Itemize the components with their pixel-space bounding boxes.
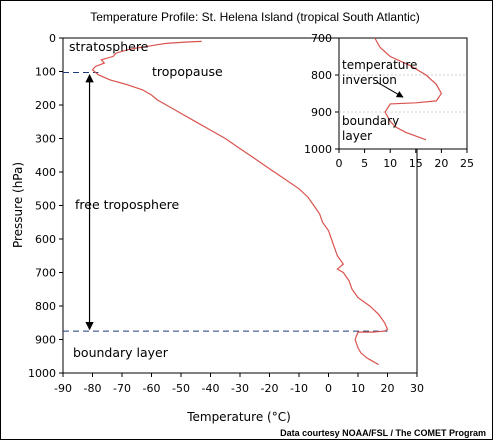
y-tick-label: 0 [49, 32, 56, 45]
y-tick-label: 400 [35, 166, 56, 179]
y-tick-label: 200 [35, 99, 56, 112]
x-tick-label: 10 [351, 382, 365, 395]
annotation-inversion: inversion [342, 73, 397, 87]
annotation-boundary: boundary [342, 114, 399, 128]
annotation-temperature: temperature [342, 58, 417, 72]
x-tick-label: -70 [113, 382, 131, 395]
inset-x-tick-label: 5 [361, 157, 368, 170]
y-tick-label: 700 [35, 267, 56, 280]
y-tick-label: 300 [35, 133, 56, 146]
x-tick-label: -60 [143, 382, 161, 395]
inset-y-tick-label: 1000 [304, 143, 332, 156]
inset-y-tick-label: 800 [311, 69, 332, 82]
annotation-boundary-layer: boundary layer [73, 345, 169, 360]
annotation-free-troposphere: free troposphere [75, 197, 180, 212]
inset-x-tick-label: 20 [434, 157, 448, 170]
x-tick-label: 20 [381, 382, 395, 395]
chart-title: Temperature Profile: St. Helena Island (… [90, 10, 420, 24]
y-tick-label: 500 [35, 200, 56, 213]
inset-x-tick-label: 0 [336, 157, 343, 170]
inset-x-axis: 0 5 10 15 20 25 [336, 149, 474, 170]
inset-plot: 0 5 10 15 20 25 700 800 900 1000 temperature inv… [304, 32, 474, 170]
x-tick-label: -10 [290, 382, 308, 395]
annotation-layer: layer [342, 129, 372, 143]
y-tick-label: 600 [35, 233, 56, 246]
x-tick-label: -90 [54, 382, 72, 395]
x-tick-label: 30 [410, 382, 424, 395]
main-x-axis: -90 -80 -70 -60 -50 -40 -30 -20 -10 0 10 20 30 [54, 373, 424, 395]
x-tick-label: -20 [261, 382, 279, 395]
data-credit: Data courtesy NOAA/FSL / The COMET Progr… [280, 428, 486, 438]
x-tick-label: 0 [325, 382, 332, 395]
y-tick-label: 1000 [28, 367, 56, 380]
inset-grid [339, 74, 467, 113]
inversion-pointer-arrow [377, 81, 404, 98]
annotation-stratosphere: stratosphere [69, 39, 149, 54]
inset-x-tick-label: 15 [409, 157, 423, 170]
y-tick-label: 900 [35, 334, 56, 347]
inset-y-tick-label: 700 [311, 32, 332, 45]
annotation-tropopause: tropopause [152, 64, 223, 79]
main-y-axis: 0 100 200 300 400 500 600 700 800 900 1000 [28, 32, 63, 380]
inset-x-tick-label: 25 [460, 157, 474, 170]
y-axis-label: Pressure (hPa) [11, 162, 25, 248]
y-tick-label: 100 [35, 66, 56, 79]
inset-x-tick-label: 10 [383, 157, 397, 170]
x-axis-label: Temperature (°C) [186, 410, 291, 424]
reference-lines [63, 72, 388, 332]
inset-y-tick-label: 900 [311, 106, 332, 119]
x-tick-label: -80 [84, 382, 102, 395]
inset-y-axis: 700 800 900 1000 [304, 32, 339, 156]
x-tick-label: -40 [202, 382, 220, 395]
temperature-series-line [91, 40, 389, 366]
inset-temperature-line [374, 37, 443, 141]
x-tick-label: -30 [231, 382, 249, 395]
x-tick-label: -50 [172, 382, 190, 395]
y-tick-label: 800 [35, 300, 56, 313]
